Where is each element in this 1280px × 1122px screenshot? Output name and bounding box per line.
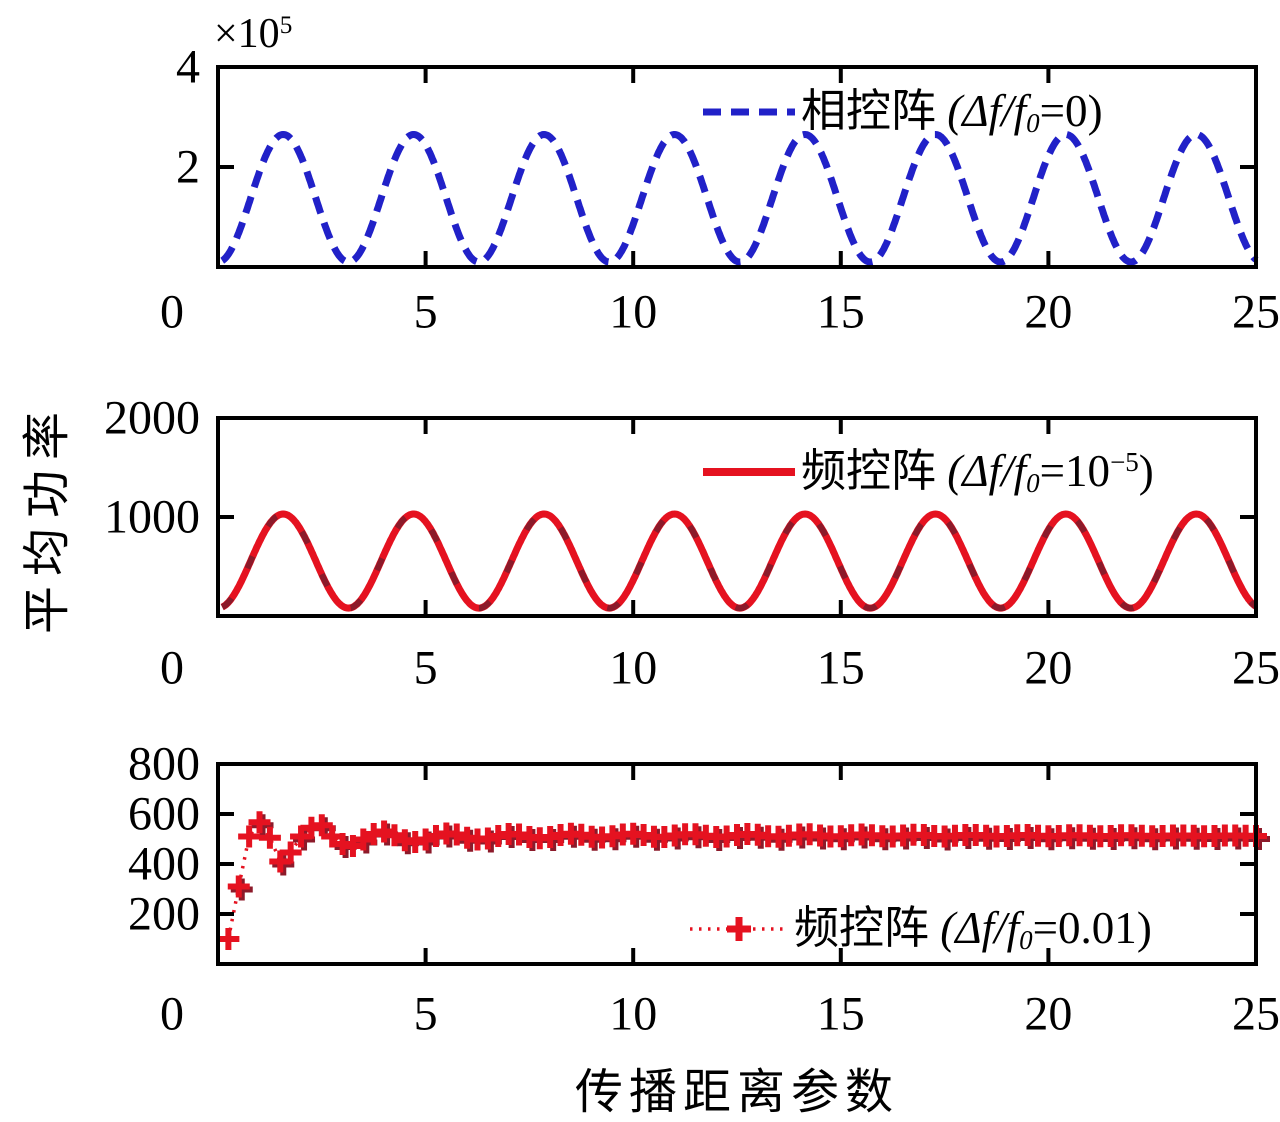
y-tick-label: 2 [176,141,200,194]
y-tick-label: 400 [128,838,200,891]
subplot-middle: 0 5 10 15 20 25 1000 2000 [104,392,1280,695]
legend-series-name: 频控阵 [794,902,930,953]
legend-freq-array-0p01: 频控阵 (Δf/f0=0.01) [690,897,1152,961]
multiplier-base: ×10 [214,11,280,57]
x-tick-label: 20 [1024,642,1072,695]
series-bottom [217,811,1270,950]
series-middle [220,510,1258,612]
y-tick-label: 800 [128,738,200,791]
legend-formula-sub: 0 [1026,467,1040,498]
tick-marks [218,762,1258,964]
x-tick-label: 5 [414,286,438,339]
y-tick-label: 600 [128,788,200,841]
x-tick-label: 20 [1024,286,1072,339]
legend-series-name: 相控阵 [801,85,937,136]
legend-dashed-line-sample [703,108,795,116]
legend-formula-pre: (Δf/f [936,85,1027,136]
legend-formula-mid: =10 [1039,445,1111,496]
legend-label-freq-array-0p01: 频控阵 (Δf/f0=0.01) [794,887,1152,972]
multiplier-exponent: 5 [279,12,293,40]
legend-formula-sup: −5 [1110,446,1139,477]
legend-formula-pre: (Δf/f [936,445,1027,496]
y-tick-label: 200 [128,888,200,941]
legend-formula-post: ) [1136,902,1152,953]
legend-series-name: 频控阵 [801,445,937,496]
x-tick-label: 10 [609,642,657,695]
x-tick-label: 15 [817,286,865,339]
x-tick-label: 15 [817,988,865,1041]
legend-phased-array: 相控阵 (Δf/f0=0) [703,80,1103,144]
x-tick-label: 5 [414,642,438,695]
legend-formula-post: ) [1138,445,1154,496]
dashed-curve [220,131,1259,266]
x-tick-label: 20 [1024,988,1072,1041]
x-tick-label: 10 [609,286,657,339]
x-tick-label: 0 [160,642,184,695]
series-top [220,131,1259,266]
x-tick-label: 10 [609,988,657,1041]
x-axis-title: 传播距离参数 [574,1066,899,1119]
curve-shadow-overlay [220,510,1258,612]
tick-marks [218,65,1258,267]
legend-dotted-plus-sample [690,917,788,941]
legend-formula-post: ) [1087,85,1103,136]
x-tick-label: 15 [817,642,865,695]
x-tick-label: 25 [1232,642,1280,695]
legend-formula-sub: 0 [1026,107,1040,138]
legend-formula-pre: (Δf/f [929,902,1020,953]
legend-label-freq-array-1e-5: 频控阵 (Δf/f0=10−5) [801,430,1154,515]
legend-formula-sub: 0 [1019,924,1033,955]
subplot-top: 0 5 10 15 20 25 2 4 [160,41,1280,339]
legend-freq-array-1e-5: 频控阵 (Δf/f0=10−5) [703,440,1154,504]
y-axis-title: 平均功率 [21,402,74,635]
legend-formula-mid: =0 [1039,85,1088,136]
solid-curve [220,510,1258,612]
x-tick-label: 0 [160,988,184,1041]
legend-formula-mid: =0.01 [1032,902,1137,953]
x-tick-label: 0 [160,286,184,339]
tick-marks [218,416,1258,616]
y-axis-multiplier: ×105 [214,10,292,58]
legend-solid-line-sample [703,468,795,476]
x-tick-label: 25 [1232,286,1280,339]
y-tick-label: 1000 [104,491,200,544]
y-tick-label: 2000 [104,392,200,445]
x-tick-label: 5 [414,988,438,1041]
legend-label-phased-array: 相控阵 (Δf/f0=0) [801,70,1103,155]
y-tick-label: 4 [176,41,200,94]
x-tick-label: 25 [1232,988,1280,1041]
